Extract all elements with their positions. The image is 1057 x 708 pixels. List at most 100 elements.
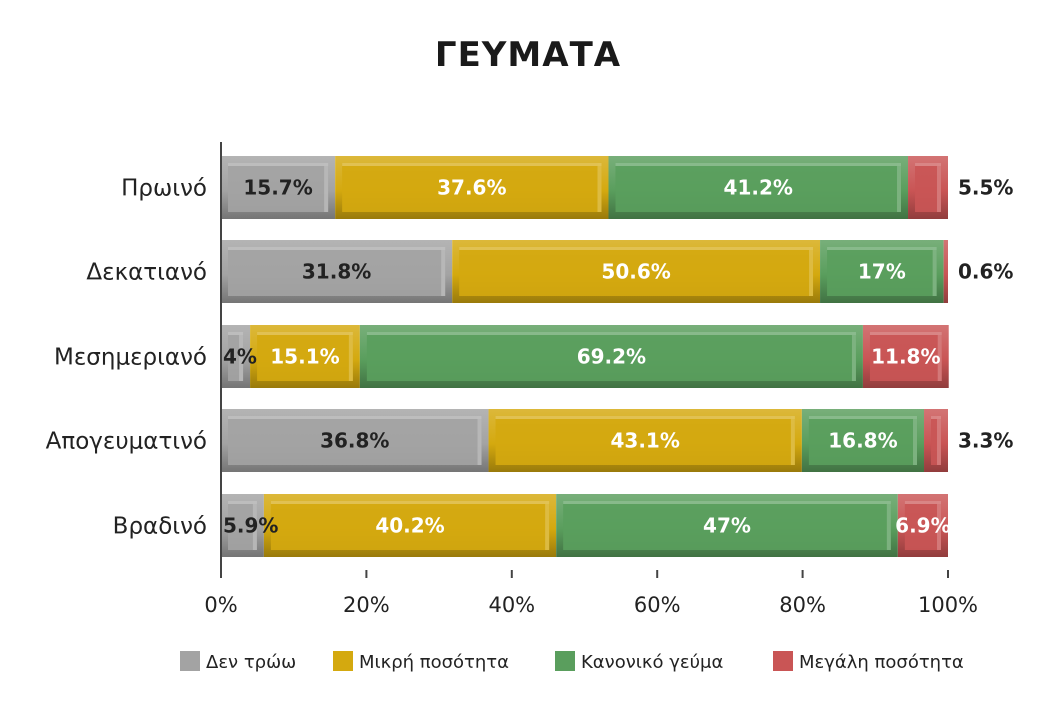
bar-segment-series-2 <box>359 325 863 388</box>
bar-segment-series-0 <box>221 240 453 303</box>
bar-segment-highlight <box>366 332 856 335</box>
legend-swatch <box>180 651 200 671</box>
legend-item: Μικρή ποσότητα <box>333 651 509 673</box>
bar-segment-series-1 <box>488 409 802 472</box>
legend-label: Μικρή ποσότητα <box>359 652 509 673</box>
data-label: 6.9% <box>895 514 950 538</box>
bar-segment-face <box>459 247 814 296</box>
axis-layer: Πρωινό Δεκατιανό Μεσημεριανό Απογευματινό Βρ… <box>46 142 978 617</box>
bar-segment-edge <box>937 163 941 212</box>
bar-segment-face <box>808 416 918 465</box>
bar-segment-highlight <box>342 163 602 166</box>
data-label: 5.5% <box>958 176 1013 200</box>
bar-segment-edge <box>477 416 482 465</box>
bar-segment-highlight <box>615 163 902 166</box>
category-label: Δεκατιανό <box>86 260 207 286</box>
legend-swatch <box>773 651 793 671</box>
bar-segment-series-3 <box>862 325 949 388</box>
bar-segment-edge <box>937 416 941 465</box>
bar-segment-series-3 <box>897 494 948 557</box>
bar-segment-highlight <box>228 332 244 335</box>
bar-segment-series-0 <box>221 494 264 557</box>
data-label: 43.1% <box>611 429 680 453</box>
legend-label: Δεν τρώω <box>206 652 296 673</box>
data-label: 11.8% <box>871 345 940 369</box>
bar-segment-highlight <box>459 247 814 250</box>
bar-segment-highlight <box>228 501 257 504</box>
data-label: 50.6% <box>601 260 670 284</box>
bar-segment-face <box>904 501 941 550</box>
data-label: 41.2% <box>724 176 793 200</box>
bar-segment-highlight <box>563 501 891 504</box>
x-tick-label: 0% <box>204 593 237 617</box>
category-label: Βραδινό <box>113 514 207 540</box>
bar-segment-highlight <box>228 247 446 250</box>
data-label: 40.2% <box>375 514 444 538</box>
bar-segment-edge <box>239 332 244 381</box>
bar-segment-face <box>228 416 482 465</box>
bar-segment-edge <box>441 247 446 296</box>
data-label: 31.8% <box>302 260 371 284</box>
bar-segment-highlight <box>495 416 795 419</box>
data-label: 36.8% <box>320 429 389 453</box>
bar-segment-series-2 <box>608 156 909 219</box>
bar-segment-edge <box>937 501 941 550</box>
x-tick-label: 80% <box>779 593 826 617</box>
data-label: 0.6% <box>958 260 1013 284</box>
bar-segment-series-3 <box>908 156 948 219</box>
bar-segment-edge <box>545 501 550 550</box>
legend-swatch <box>555 651 575 671</box>
bar-segment-series-2 <box>820 240 944 303</box>
bar-segment-edge <box>252 501 257 550</box>
bar-segment-series-3 <box>924 409 948 472</box>
bar-segment-highlight <box>869 332 942 335</box>
legend-item: Κανονικό γεύμα <box>555 651 723 673</box>
x-tick-label: 40% <box>488 593 535 617</box>
bar-segment-edge <box>851 332 856 381</box>
data-label: 5.9% <box>223 514 278 538</box>
bar-segment-face <box>915 163 941 212</box>
bar-segment-highlight <box>827 247 937 250</box>
category-label: Πρωινό <box>121 176 207 202</box>
bar-segment-highlight <box>808 416 918 419</box>
data-label: 37.6% <box>437 176 506 200</box>
bar-segment-edge <box>932 247 937 296</box>
legend: Δεν τρώω Μικρή ποσότητα Κανονικό γεύμα Μεγά… <box>180 651 964 673</box>
bar-segment-highlight <box>931 416 941 419</box>
category-label: Μεσημεριανό <box>54 345 207 371</box>
x-tick-label: 60% <box>634 593 681 617</box>
bar-segment-series-0 <box>221 325 251 388</box>
bar-segment-face <box>615 163 902 212</box>
bar-segment-series-0 <box>221 156 336 219</box>
bar-segment-edge <box>790 416 795 465</box>
chart-title: ΓΕΥΜΑΤΑ <box>435 35 621 75</box>
bars-layer <box>221 156 949 557</box>
bar-segment-face <box>228 247 446 296</box>
bar-segment-edge <box>913 416 918 465</box>
bar-segment-edge <box>886 501 891 550</box>
bar-segment-highlight <box>257 332 353 335</box>
bar-segment-series-0 <box>221 409 489 472</box>
data-label: 16.8% <box>828 429 897 453</box>
legend-item: Δεν τρώω <box>180 651 296 673</box>
bar-segment-edge <box>809 247 814 296</box>
bar-segment-series-1 <box>250 325 360 388</box>
bar-segment-edge <box>597 163 602 212</box>
bar-segment-face <box>270 501 550 550</box>
bar-segment-series-2 <box>801 409 925 472</box>
bar-segment-edge <box>324 163 329 212</box>
category-label: Απογευματινό <box>46 429 207 455</box>
data-label: 3.3% <box>958 429 1013 453</box>
bar-segment-face <box>228 163 329 212</box>
x-tick-label: 100% <box>918 593 978 617</box>
bar-segment-edge <box>937 332 942 381</box>
bar-segment-face <box>827 247 937 296</box>
legend-item: Μεγάλη ποσότητα <box>773 651 964 673</box>
bar-segment-face <box>931 416 941 465</box>
legend-label: Κανονικό γεύμα <box>581 652 723 673</box>
bar-segment-highlight <box>915 163 941 166</box>
data-label: 17% <box>858 260 906 284</box>
data-label: 15.1% <box>270 345 339 369</box>
data-label: 4% <box>223 345 257 369</box>
